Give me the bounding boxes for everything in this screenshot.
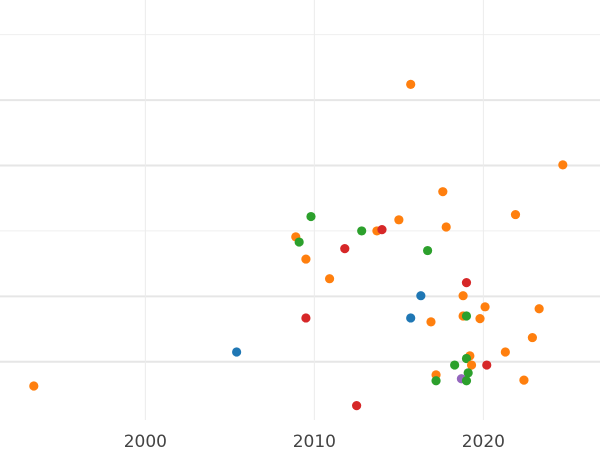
data-point-red: [352, 401, 362, 411]
data-point-orange: [480, 302, 490, 312]
data-point-blue: [406, 313, 416, 323]
x-axis-ticks: 2000 2010 2020: [124, 432, 505, 450]
data-point-orange: [394, 215, 404, 225]
data-point-red: [301, 313, 311, 323]
x-tick-label: 2020: [462, 432, 505, 450]
data-point-orange: [324, 274, 335, 284]
data-point-green: [423, 245, 433, 256]
data-point-orange: [458, 291, 468, 301]
data-point-orange: [466, 360, 477, 370]
data-point-orange: [519, 375, 529, 385]
data-point-green: [461, 311, 472, 321]
data-point-orange: [558, 160, 568, 170]
data-point-green: [461, 376, 472, 386]
data-point-green: [461, 353, 472, 364]
data-point-red: [482, 360, 492, 370]
data-point-orange: [510, 209, 521, 220]
data-point-green: [306, 211, 316, 222]
data-point-green: [431, 376, 441, 386]
data-point-red: [377, 225, 387, 235]
data-point-orange: [527, 332, 537, 343]
points: [29, 79, 568, 411]
data-point-orange: [475, 313, 485, 324]
data-point-red: [340, 243, 350, 254]
data-point-green: [294, 237, 304, 247]
data-point-blue: [416, 291, 426, 301]
data-point-orange: [301, 254, 311, 264]
data-point-orange: [500, 347, 510, 357]
data-point-orange: [406, 79, 416, 89]
data-point-orange: [441, 222, 451, 232]
data-point-green: [463, 368, 473, 378]
data-point-orange: [426, 317, 436, 327]
x-tick-label: 2000: [124, 432, 167, 450]
grid: [0, 0, 600, 420]
data-point-green: [357, 226, 367, 236]
data-point-red: [461, 278, 472, 288]
data-point-green: [450, 360, 460, 370]
data-point-orange: [534, 304, 544, 314]
data-point-blue: [232, 347, 242, 357]
x-tick-label: 2010: [293, 432, 336, 450]
data-point-orange: [29, 381, 39, 391]
data-point-orange: [438, 187, 448, 197]
